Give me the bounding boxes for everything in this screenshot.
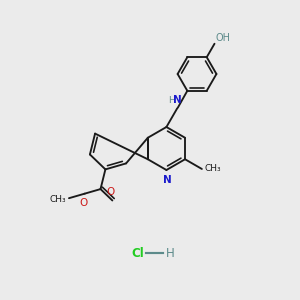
Text: OH: OH <box>216 32 231 43</box>
Text: O: O <box>79 198 87 208</box>
Text: H: H <box>166 247 174 260</box>
Text: N: N <box>163 175 171 185</box>
Text: CH₃: CH₃ <box>204 164 221 173</box>
Text: N: N <box>173 95 182 105</box>
Text: H: H <box>168 96 175 105</box>
Text: CH₃: CH₃ <box>50 195 67 204</box>
Text: Cl: Cl <box>131 247 144 260</box>
Text: O: O <box>107 187 115 197</box>
